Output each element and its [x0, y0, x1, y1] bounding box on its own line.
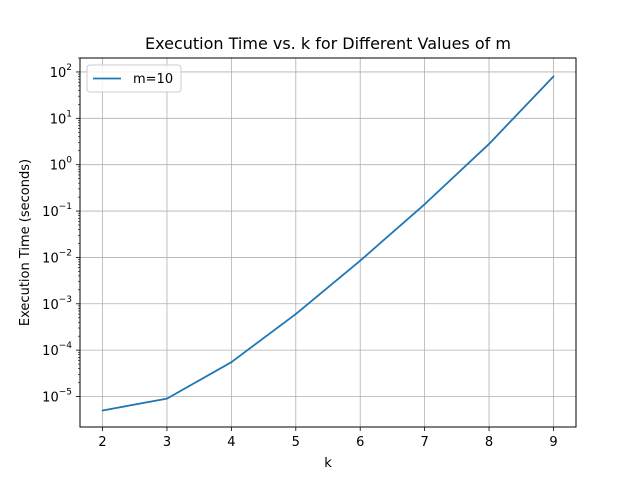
x-tick-label: 7: [420, 435, 428, 450]
series-line-m10: [102, 75, 555, 412]
data-point: [294, 313, 297, 315]
legend-box: [86, 64, 182, 93]
y-tick-base: 10: [42, 298, 59, 313]
y-tick-label: 10−4: [42, 341, 72, 359]
y-tick-exponent: 1: [66, 109, 72, 119]
y-tick-exponent: 0: [66, 156, 72, 166]
data-point: [230, 361, 233, 364]
x-tick-label: 2: [98, 435, 106, 450]
x-tick-label: 6: [356, 435, 364, 450]
y-tick-label: 10−2: [42, 248, 72, 266]
x-tick-label: 3: [163, 435, 171, 450]
x-tick-label: 5: [292, 435, 300, 450]
data-point: [166, 397, 168, 400]
y-axis-label: Execution Time (seconds): [18, 159, 33, 326]
legend-label-m10: m=10: [133, 72, 173, 87]
x-tick-label: 9: [549, 435, 557, 450]
y-tick-base: 10: [42, 251, 59, 266]
y-tick-label: 102: [50, 63, 72, 81]
y-tick-exponent: 2: [66, 63, 72, 73]
data-point: [552, 75, 555, 78]
y-tick-label: 10−5: [42, 388, 72, 406]
x-tick-label: 4: [227, 435, 235, 450]
data-point: [488, 143, 490, 145]
y-tick-label: 101: [50, 109, 72, 127]
data-point: [101, 409, 104, 412]
grid: [80, 58, 576, 427]
y-tick-base: 10: [50, 159, 67, 174]
legend: m=10: [86, 64, 182, 93]
y-tick-exponent: −3: [59, 295, 72, 305]
x-axis: 2 3 4 5 6 7 8 9: [98, 427, 558, 450]
y-tick-exponent: −4: [59, 341, 73, 351]
y-tick-label: 10−3: [42, 295, 72, 313]
y-tick-base: 10: [42, 391, 59, 406]
x-axis-label: k: [324, 456, 332, 471]
y-tick-base: 10: [50, 112, 67, 127]
data-point: [359, 259, 362, 262]
series-layer: [101, 75, 555, 412]
x-tick-label: 8: [485, 435, 493, 450]
y-tick-base: 10: [42, 344, 59, 359]
y-tick-label: 10−1: [42, 202, 72, 220]
y-tick-label: 100: [50, 156, 73, 174]
chart-title: Execution Time vs. k for Different Value…: [145, 34, 511, 53]
data-point: [423, 203, 426, 206]
y-tick-base: 10: [42, 205, 59, 220]
y-tick-exponent: −1: [59, 202, 72, 212]
y-tick-base: 10: [50, 66, 67, 81]
y-tick-exponent: −5: [59, 388, 72, 398]
y-tick-exponent: −2: [59, 248, 72, 258]
plot-frame: [79, 57, 577, 428]
